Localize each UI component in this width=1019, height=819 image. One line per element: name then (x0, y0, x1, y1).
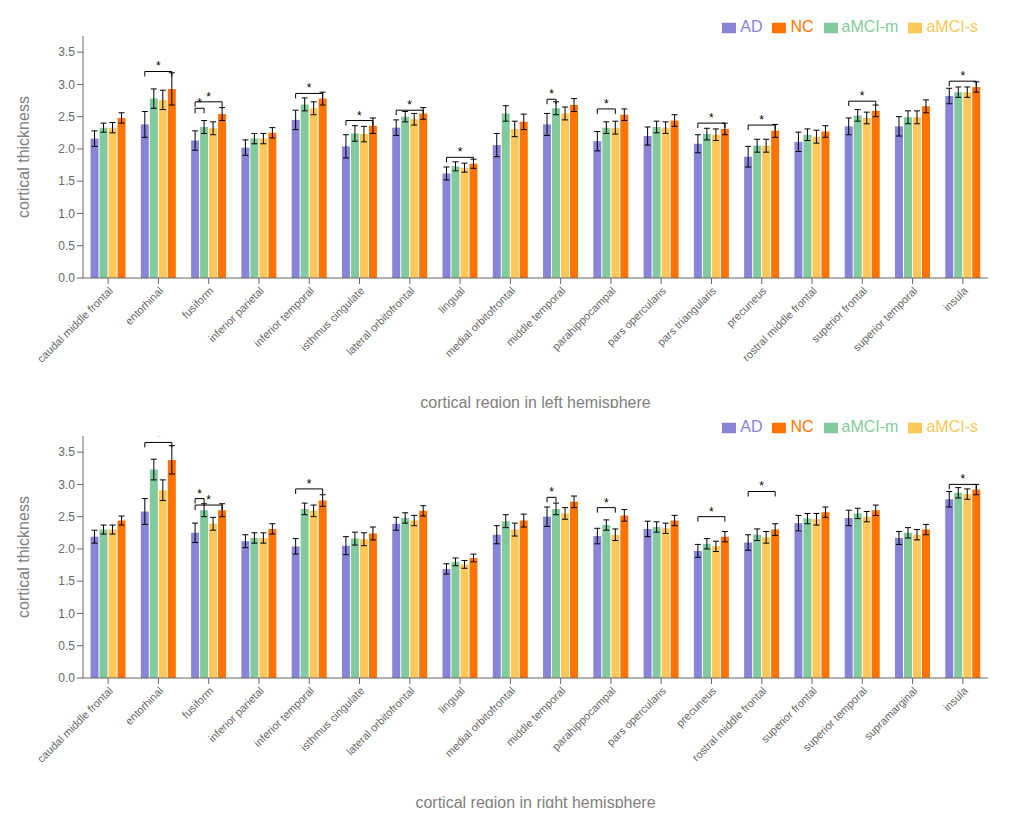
svg-text:0.5: 0.5 (58, 639, 75, 653)
svg-text:pars opercularis: pars opercularis (604, 284, 669, 349)
svg-text:inferior temporal: inferior temporal (251, 284, 317, 350)
svg-text:medial orbitofrontal: medial orbitofrontal (443, 684, 518, 759)
svg-text:middle temporal: middle temporal (503, 684, 568, 749)
html-text:AD: AD (740, 418, 763, 435)
svg-text:entorhinal: entorhinal (123, 284, 166, 327)
svg-text:parahippocampal: parahippocampal (549, 284, 618, 353)
svg-text:lingual: lingual (436, 684, 467, 715)
svg-text:0.0: 0.0 (58, 671, 75, 685)
svg-text:entorhinal: entorhinal (123, 684, 166, 727)
svg-text:lingual: lingual (436, 284, 467, 315)
svg-text:pars triangularis: pars triangularis (655, 284, 719, 348)
svg-text:middle temporal: middle temporal (503, 284, 568, 349)
svg-text:3.0: 3.0 (58, 78, 75, 92)
svg-text:caudal middle frontal: caudal middle frontal (35, 284, 115, 364)
svg-text:1.0: 1.0 (58, 607, 75, 621)
svg-text:0.5: 0.5 (58, 239, 75, 253)
svg-text:*: * (709, 111, 714, 125)
svg-text:0.0: 0.0 (58, 271, 75, 285)
svg-text:parahippocampal: parahippocampal (549, 684, 618, 753)
svg-text:inferior parietal: inferior parietal (206, 284, 266, 345)
svg-text:cortical thickness: cortical thickness (15, 96, 32, 218)
svg-text:lateral orbitofrontal: lateral orbitofrontal (344, 284, 417, 357)
svg-text:*: * (156, 59, 161, 73)
svg-text:1.5: 1.5 (58, 574, 75, 588)
svg-text:*: * (549, 87, 554, 101)
html-text:NC: NC (790, 18, 814, 35)
svg-text:2.0: 2.0 (58, 542, 75, 556)
svg-text:2.0: 2.0 (58, 142, 75, 156)
svg-text:insula: insula (941, 284, 970, 313)
svg-text:*: * (307, 477, 312, 491)
svg-text:*: * (206, 493, 211, 507)
svg-text:*: * (407, 98, 412, 112)
svg-text:rostral middle frontal: rostral middle frontal (690, 684, 769, 763)
svg-text:*: * (604, 97, 609, 111)
svg-text:cortical region in left hemisp: cortical region in left hemisphere (420, 394, 650, 408)
svg-text:*: * (759, 479, 764, 493)
svg-text:insula: insula (941, 684, 970, 713)
svg-text:isthmus cingulate: isthmus cingulate (297, 684, 367, 753)
svg-text:cortical thickness: cortical thickness (15, 496, 32, 618)
svg-text:*: * (604, 496, 609, 510)
html-text:aMCI-m: aMCI-m (841, 18, 899, 35)
svg-text:2.5: 2.5 (58, 510, 75, 524)
svg-text:fusiform: fusiform (179, 684, 215, 720)
svg-text:inferior parietal: inferior parietal (206, 684, 266, 745)
svg-text:*: * (759, 113, 764, 127)
svg-text:superior temporal: superior temporal (851, 284, 920, 353)
svg-text:*: * (307, 81, 312, 95)
svg-text:superior frontal: superior frontal (808, 284, 870, 345)
svg-text:cortical region in right hemis: cortical region in right hemisphere (415, 794, 655, 808)
svg-text:*: * (458, 145, 463, 159)
svg-text:1.5: 1.5 (58, 174, 75, 188)
svg-text:*: * (197, 487, 202, 501)
svg-text:precuneus: precuneus (724, 284, 769, 329)
html-text:NC: NC (790, 418, 814, 435)
html-text:aMCI-s: aMCI-s (926, 18, 978, 35)
html-text:AD: AD (740, 18, 763, 35)
svg-text:3.5: 3.5 (58, 45, 75, 59)
svg-text:*: * (156, 436, 161, 444)
svg-text:*: * (860, 89, 865, 103)
svg-text:*: * (709, 505, 714, 519)
svg-text:fusiform: fusiform (179, 284, 215, 320)
svg-text:*: * (206, 90, 211, 104)
svg-text:pars opercularis: pars opercularis (604, 684, 668, 748)
svg-text:precuneus: precuneus (674, 684, 719, 729)
svg-text:inferior temporal: inferior temporal (251, 684, 317, 750)
svg-text:rostral middle frontal: rostral middle frontal (740, 284, 819, 363)
svg-text:3.0: 3.0 (58, 478, 75, 492)
svg-text:*: * (549, 485, 554, 499)
svg-text:superior temporal: superior temporal (800, 684, 869, 753)
svg-text:isthmus cingulate: isthmus cingulate (297, 284, 367, 353)
html-text:aMCI-s: aMCI-s (926, 418, 978, 435)
svg-text:*: * (357, 109, 362, 123)
svg-text:*: * (960, 472, 965, 486)
svg-text:caudal middle frontal: caudal middle frontal (35, 684, 115, 764)
svg-text:superior frontal: superior frontal (758, 684, 819, 745)
svg-text:lateral orbitofrontal: lateral orbitofrontal (344, 684, 417, 757)
svg-text:*: * (960, 69, 965, 83)
svg-text:1.0: 1.0 (58, 207, 75, 221)
svg-text:3.5: 3.5 (58, 445, 75, 459)
html-text:aMCI-m: aMCI-m (841, 418, 899, 435)
svg-text:medial orbitofrontal: medial orbitofrontal (443, 284, 518, 359)
svg-text:supramarginal: supramarginal (862, 684, 920, 742)
svg-text:*: * (197, 96, 202, 110)
svg-text:2.5: 2.5 (58, 110, 75, 124)
